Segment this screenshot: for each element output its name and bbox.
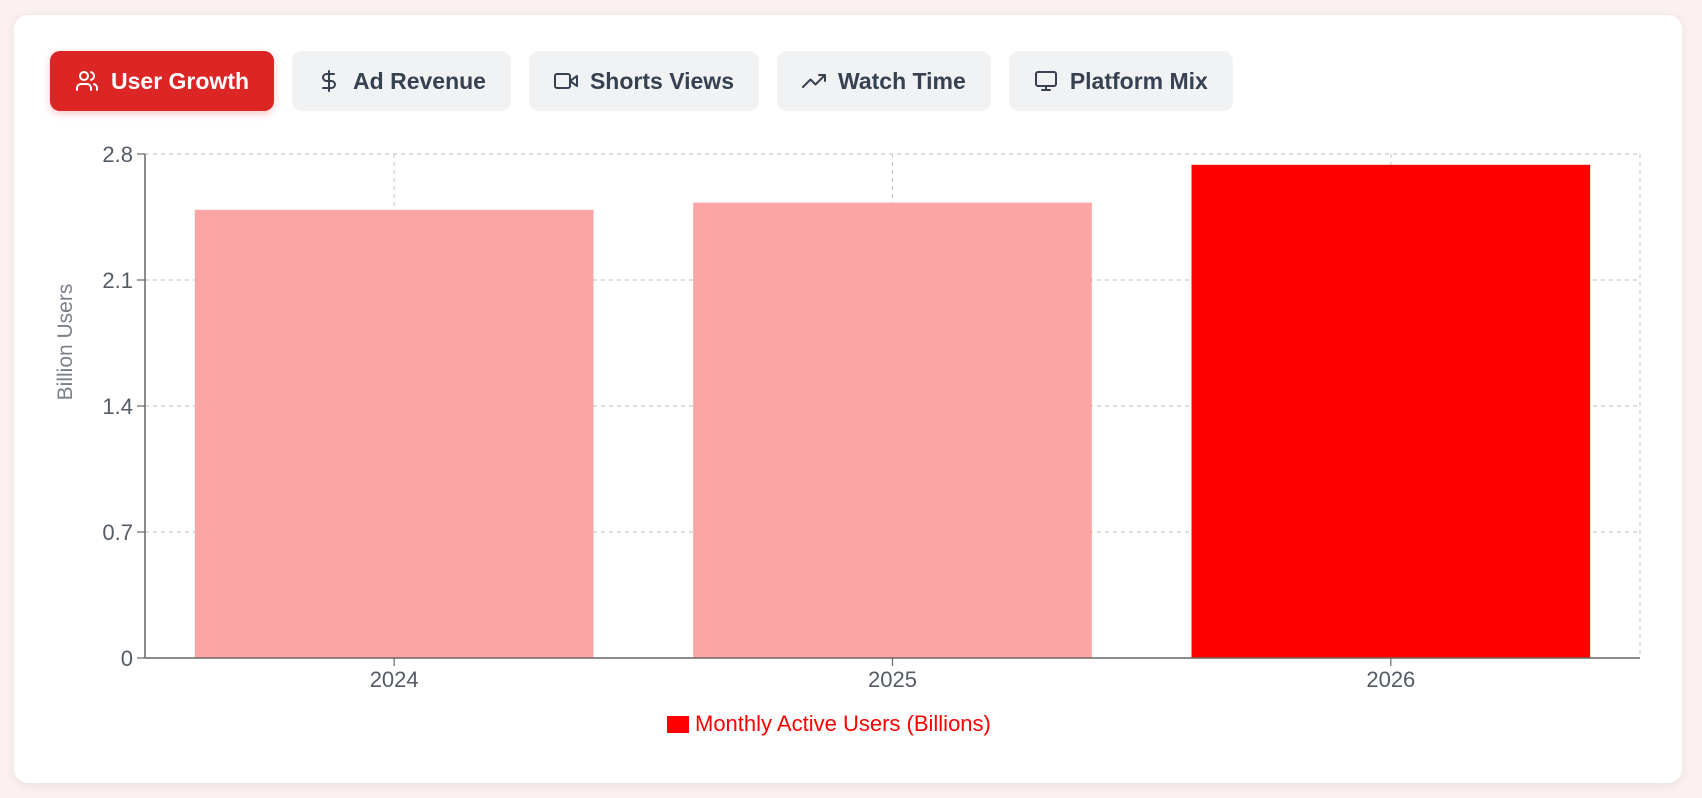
video-icon xyxy=(553,73,578,89)
tab-label: Watch Time xyxy=(838,67,966,94)
bar-2025[interactable] xyxy=(693,202,1092,658)
tab-platform-mix[interactable]: Platform Mix xyxy=(1008,51,1233,111)
tab-label: Platform Mix xyxy=(1069,67,1208,94)
tab-watch-time[interactable]: Watch Time xyxy=(777,51,991,111)
y-tick-label: 0.7 xyxy=(102,520,133,545)
y-tick-label: 2.1 xyxy=(102,268,133,293)
axes: 0 0.7 1.4 2.1 2.8 2024 2025 2026 xyxy=(102,142,1640,692)
monitor-icon xyxy=(1034,71,1057,91)
y-tick-label: 0 xyxy=(121,646,133,671)
tab-ad-revenue[interactable]: Ad Revenue xyxy=(292,51,511,111)
tab-shorts-views[interactable]: Shorts Views xyxy=(528,51,759,111)
tab-bar: User Growth Ad Revenue Shorts Views Watc… xyxy=(50,51,1233,111)
legend-label: Monthly Active Users (Billions) xyxy=(695,711,991,736)
users-icon xyxy=(76,71,98,91)
legend-swatch xyxy=(667,716,689,733)
bar-2026[interactable] xyxy=(1191,164,1591,659)
bar-2024[interactable] xyxy=(194,209,594,659)
x-tick-label: 2026 xyxy=(1366,667,1415,692)
tab-user-growth[interactable]: User Growth xyxy=(50,51,275,111)
y-tick-label: 2.8 xyxy=(102,142,133,167)
legend[interactable]: Monthly Active Users (Billions) xyxy=(667,711,991,736)
tab-label: Shorts Views xyxy=(589,67,734,94)
dollar-icon xyxy=(322,70,337,92)
y-axis-title: Billion Users xyxy=(54,284,77,401)
tab-label: Ad Revenue xyxy=(353,67,486,94)
tab-label: User Growth xyxy=(111,67,250,94)
bars xyxy=(194,164,1591,659)
x-tick-label: 2025 xyxy=(868,667,917,692)
y-tick-label: 1.4 xyxy=(102,394,133,419)
trending-up-icon xyxy=(802,74,826,88)
x-tick-label: 2024 xyxy=(370,667,419,692)
